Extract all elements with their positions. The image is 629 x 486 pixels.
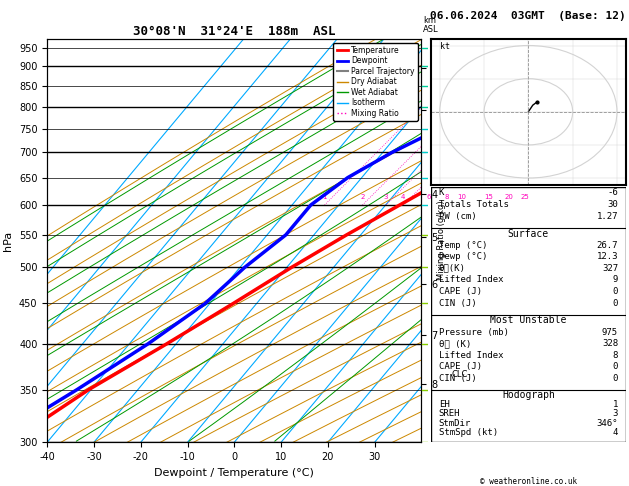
Text: Pressure (mb): Pressure (mb) (438, 328, 508, 337)
Text: 0: 0 (613, 298, 618, 308)
Title: 30°08'N  31°24'E  188m  ASL: 30°08'N 31°24'E 188m ASL (133, 25, 335, 38)
Text: Totals Totals: Totals Totals (438, 200, 508, 209)
Text: 26.7: 26.7 (596, 241, 618, 250)
Text: 4: 4 (613, 428, 618, 437)
Text: 10: 10 (457, 194, 466, 200)
Text: CAPE (J): CAPE (J) (438, 363, 482, 371)
Text: θᴇ (K): θᴇ (K) (438, 339, 471, 348)
Text: 8: 8 (445, 194, 449, 200)
Text: 328: 328 (602, 339, 618, 348)
Text: 327: 327 (602, 264, 618, 273)
Text: SREH: SREH (438, 409, 460, 418)
Text: StmDir: StmDir (438, 419, 471, 428)
Text: 15: 15 (485, 194, 494, 200)
Text: 1.27: 1.27 (596, 211, 618, 221)
Text: Most Unstable: Most Unstable (490, 315, 567, 326)
Text: 30: 30 (608, 200, 618, 209)
Text: Lifted Index: Lifted Index (438, 276, 503, 284)
Text: Mixing Ratio (g/kg): Mixing Ratio (g/kg) (437, 201, 446, 280)
Text: Hodograph: Hodograph (502, 390, 555, 400)
Text: 2: 2 (360, 194, 365, 200)
Text: -6: -6 (608, 189, 618, 197)
Text: CAPE (J): CAPE (J) (438, 287, 482, 296)
Text: CIN (J): CIN (J) (438, 298, 476, 308)
Text: 346°: 346° (596, 419, 618, 428)
Text: 0: 0 (613, 363, 618, 371)
Text: CIN (J): CIN (J) (438, 374, 476, 383)
Text: 1: 1 (613, 400, 618, 409)
Text: 8: 8 (613, 351, 618, 360)
Text: StmSpd (kt): StmSpd (kt) (438, 428, 498, 437)
Text: 12.3: 12.3 (596, 252, 618, 261)
Text: © weatheronline.co.uk: © weatheronline.co.uk (480, 477, 577, 486)
Text: 975: 975 (602, 328, 618, 337)
Text: 9: 9 (613, 276, 618, 284)
Text: 3: 3 (384, 194, 388, 200)
Text: 0: 0 (613, 287, 618, 296)
Text: Lifted Index: Lifted Index (438, 351, 503, 360)
Text: kt: kt (440, 42, 450, 51)
Legend: Temperature, Dewpoint, Parcel Trajectory, Dry Adiabat, Wet Adiabat, Isotherm, Mi: Temperature, Dewpoint, Parcel Trajectory… (333, 43, 418, 121)
Text: 4: 4 (401, 194, 405, 200)
Text: Temp (°C): Temp (°C) (438, 241, 487, 250)
Text: 06.06.2024  03GMT  (Base: 12): 06.06.2024 03GMT (Base: 12) (430, 12, 626, 21)
Text: θᴇ(K): θᴇ(K) (438, 264, 465, 273)
Text: 6: 6 (426, 194, 430, 200)
X-axis label: Dewpoint / Temperature (°C): Dewpoint / Temperature (°C) (154, 468, 314, 478)
Text: PW (cm): PW (cm) (438, 211, 476, 221)
Text: Dewp (°C): Dewp (°C) (438, 252, 487, 261)
Text: CLC: CLC (452, 370, 469, 379)
Text: km
ASL: km ASL (423, 16, 439, 34)
Text: 0: 0 (613, 374, 618, 383)
Text: EH: EH (438, 400, 449, 409)
Text: 1: 1 (322, 194, 327, 200)
Text: K: K (438, 189, 444, 197)
Text: 3: 3 (613, 409, 618, 418)
Text: 25: 25 (521, 194, 530, 200)
Text: 20: 20 (505, 194, 514, 200)
Text: Surface: Surface (508, 228, 549, 239)
Y-axis label: hPa: hPa (3, 230, 13, 251)
